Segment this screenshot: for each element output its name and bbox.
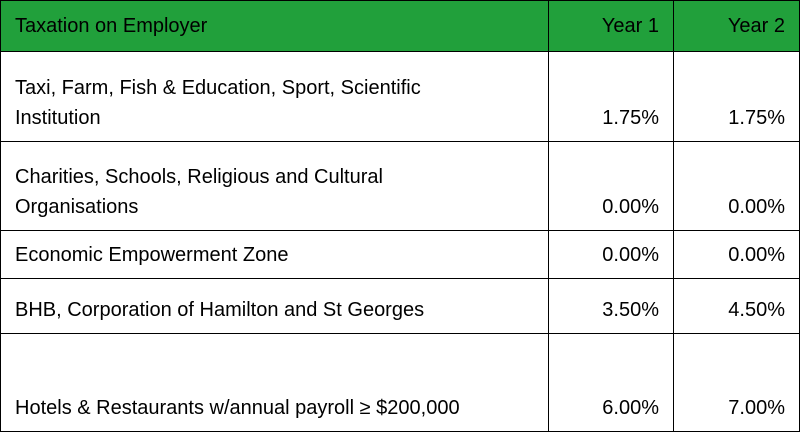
rate-cell: 3.50% [548, 278, 674, 334]
header-cell: Taxation on Employer [0, 0, 549, 52]
rate-cell: 0.00% [673, 230, 800, 279]
table-row: Charities, Schools, Religious and Cultur… [0, 141, 800, 231]
rate-cell: 1.75% [548, 51, 674, 142]
rate-cell: 6.00% [548, 333, 674, 432]
header-cell: Year 1 [548, 0, 674, 52]
category-cell: Hotels & Restaurants w/annual payroll ≥ … [0, 333, 549, 432]
table-row: Economic Empowerment Zone 0.00% 0.00% [0, 230, 800, 279]
table-row: BHB, Corporation of Hamilton and St Geor… [0, 278, 800, 334]
category-cell: Economic Empowerment Zone [0, 230, 549, 279]
table-body: Taxi, Farm, Fish & Education, Sport, Sci… [0, 51, 800, 432]
table-row: Hotels & Restaurants w/annual payroll ≥ … [0, 333, 800, 432]
table-header: Taxation on Employer Year 1 Year 2 [0, 0, 800, 52]
rate-cell: 1.75% [673, 51, 800, 142]
rate-cell: 7.00% [673, 333, 800, 432]
rate-cell: 4.50% [673, 278, 800, 334]
header-cell: Year 2 [673, 0, 800, 52]
table-row: Taxi, Farm, Fish & Education, Sport, Sci… [0, 51, 800, 142]
header-row: Taxation on Employer Year 1 Year 2 [0, 0, 800, 52]
category-cell: BHB, Corporation of Hamilton and St Geor… [0, 278, 549, 334]
rate-cell: 0.00% [673, 141, 800, 231]
category-cell: Taxi, Farm, Fish & Education, Sport, Sci… [0, 51, 549, 142]
rate-cell: 0.00% [548, 230, 674, 279]
category-cell: Charities, Schools, Religious and Cultur… [0, 141, 549, 231]
rate-cell: 0.00% [548, 141, 674, 231]
